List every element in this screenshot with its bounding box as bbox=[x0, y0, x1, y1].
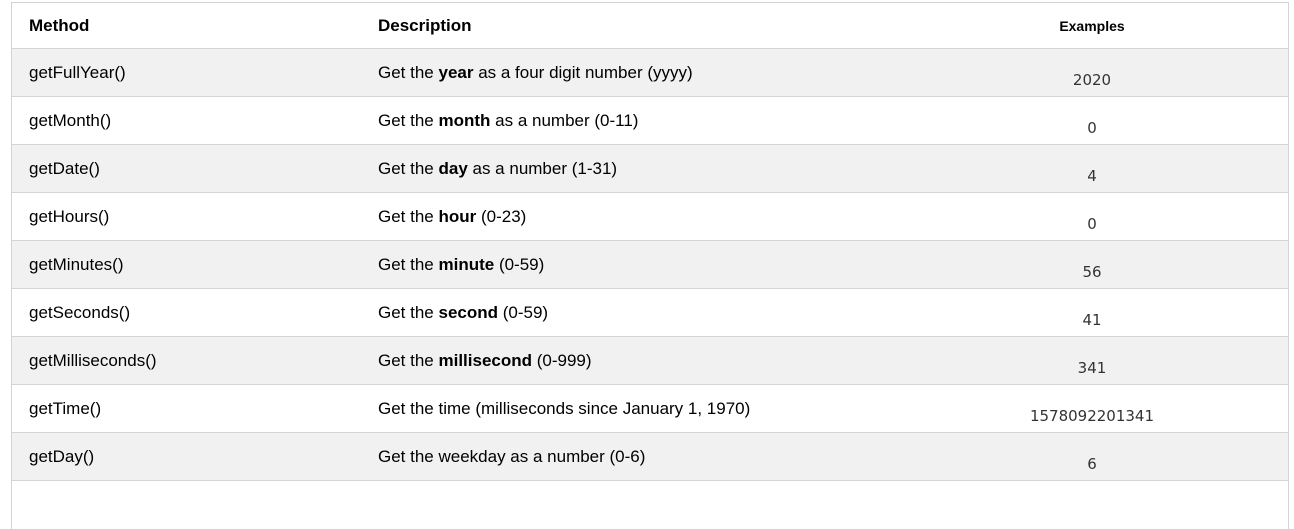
example-value: 0 bbox=[1087, 214, 1097, 233]
description-text: as a four digit number (yyyy) bbox=[473, 62, 693, 82]
table-row: getMonth() Get the month as a number (0-1… bbox=[12, 97, 1288, 145]
empty-cell bbox=[12, 481, 362, 529]
example-value: 41 bbox=[1082, 310, 1102, 329]
example-cell: 4 bbox=[896, 145, 1288, 193]
example-cell: 41 bbox=[896, 289, 1288, 337]
date-methods-table: Method Description Examples getFullYear(… bbox=[11, 2, 1289, 529]
column-header-method: Method bbox=[12, 3, 362, 49]
table-row: getDay() Get the weekday as a number (0-6… bbox=[12, 433, 1288, 481]
empty-cell bbox=[362, 481, 896, 529]
description-cell: Get the year as a four digit number (yyy… bbox=[362, 49, 896, 97]
table-body: getFullYear() Get the year as a four digi… bbox=[12, 49, 1288, 529]
example-value: 2020 bbox=[1072, 70, 1112, 89]
description-keyword: year bbox=[438, 62, 474, 82]
table-header: Method Description Examples bbox=[12, 3, 1288, 49]
method-cell: getTime() bbox=[12, 385, 362, 433]
table-row: getDate() Get the day as a number (1-31) 4 bbox=[12, 145, 1288, 193]
description-cell: Get the month as a number (0-11) bbox=[362, 97, 896, 145]
example-value: 6 bbox=[1087, 454, 1097, 473]
description-text: (0-23) bbox=[476, 206, 527, 226]
column-header-description: Description bbox=[362, 3, 896, 49]
table-row: getSeconds() Get the second (0-59) 41 bbox=[12, 289, 1288, 337]
description-cell: Get the hour (0-23) bbox=[362, 193, 896, 241]
header-row: Method Description Examples bbox=[12, 3, 1288, 49]
description-cell: Get the day as a number (1-31) bbox=[362, 145, 896, 193]
description-keyword: minute bbox=[438, 254, 495, 274]
method-cell: getDate() bbox=[12, 145, 362, 193]
description-cell: Get the time (milliseconds since January… bbox=[362, 385, 896, 433]
table-row-partial bbox=[12, 481, 1288, 529]
method-cell: getMonth() bbox=[12, 97, 362, 145]
description-keyword: hour bbox=[438, 206, 477, 226]
example-value: 1578092201341 bbox=[1029, 406, 1155, 425]
table-row: getMilliseconds() Get the millisecond (0-… bbox=[12, 337, 1288, 385]
description-text: Get the weekday as a number (0-6) bbox=[378, 446, 646, 466]
example-value: 0 bbox=[1087, 118, 1097, 137]
column-header-examples: Examples bbox=[896, 3, 1288, 49]
description-text: Get the bbox=[378, 62, 439, 82]
description-text: Get the bbox=[378, 254, 439, 274]
example-cell: 1578092201341 bbox=[896, 385, 1288, 433]
description-cell: Get the second (0-59) bbox=[362, 289, 896, 337]
example-value: 4 bbox=[1087, 166, 1097, 185]
method-cell: getMinutes() bbox=[12, 241, 362, 289]
description-text: (0-999) bbox=[532, 350, 592, 370]
method-cell: getDay() bbox=[12, 433, 362, 481]
description-text: Get the bbox=[378, 206, 439, 226]
method-cell: getSeconds() bbox=[12, 289, 362, 337]
example-cell: 341 bbox=[896, 337, 1288, 385]
description-cell: Get the minute (0-59) bbox=[362, 241, 896, 289]
example-value: 56 bbox=[1082, 262, 1102, 281]
example-cell: 6 bbox=[896, 433, 1288, 481]
description-keyword: day bbox=[438, 158, 468, 178]
table-row: getHours() Get the hour (0-23) 0 bbox=[12, 193, 1288, 241]
description-text: (0-59) bbox=[498, 302, 549, 322]
description-text: (0-59) bbox=[494, 254, 545, 274]
example-value: 341 bbox=[1077, 358, 1107, 377]
description-text: Get the bbox=[378, 158, 439, 178]
table-row: getFullYear() Get the year as a four digi… bbox=[12, 49, 1288, 97]
description-text: Get the time (milliseconds since January… bbox=[378, 398, 751, 418]
example-cell: 56 bbox=[896, 241, 1288, 289]
description-keyword: month bbox=[438, 110, 491, 130]
description-keyword: second bbox=[438, 302, 499, 322]
method-cell: getHours() bbox=[12, 193, 362, 241]
empty-cell bbox=[896, 481, 1288, 529]
description-keyword: millisecond bbox=[438, 350, 533, 370]
table-row: getMinutes() Get the minute (0-59) 56 bbox=[12, 241, 1288, 289]
description-cell: Get the weekday as a number (0-6) bbox=[362, 433, 896, 481]
description-cell: Get the millisecond (0-999) bbox=[362, 337, 896, 385]
description-text: Get the bbox=[378, 350, 439, 370]
example-cell: 0 bbox=[896, 193, 1288, 241]
date-methods-table-container: Method Description Examples getFullYear(… bbox=[11, 2, 1289, 529]
description-text: Get the bbox=[378, 302, 439, 322]
method-cell: getMilliseconds() bbox=[12, 337, 362, 385]
description-text: as a number (0-11) bbox=[490, 110, 639, 130]
method-cell: getFullYear() bbox=[12, 49, 362, 97]
description-text: as a number (1-31) bbox=[467, 158, 618, 178]
description-text: Get the bbox=[378, 110, 439, 130]
table-row: getTime() Get the time (milliseconds sinc… bbox=[12, 385, 1288, 433]
example-cell: 0 bbox=[896, 97, 1288, 145]
example-cell: 2020 bbox=[896, 49, 1288, 97]
